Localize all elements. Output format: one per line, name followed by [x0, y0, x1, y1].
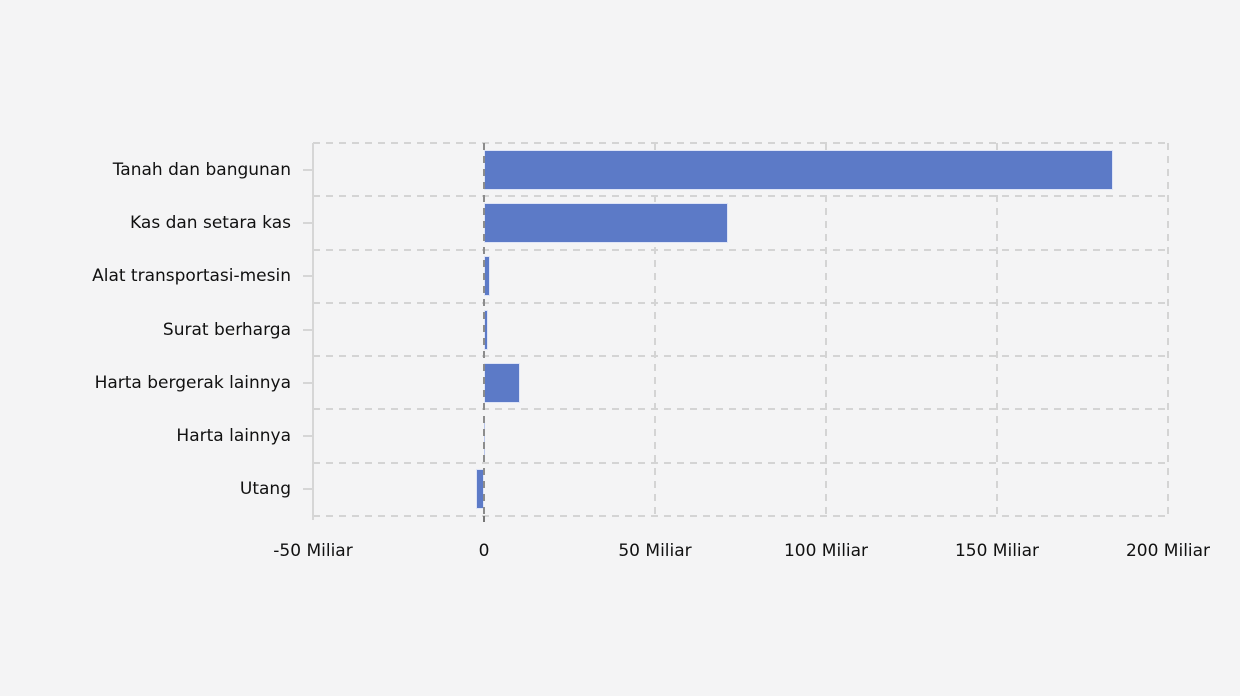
x-tick-label: -50 Miliar — [273, 541, 353, 561]
gridline-horizontal — [313, 142, 1168, 144]
y-category-label: Surat berharga — [162, 319, 291, 340]
bar — [484, 362, 520, 403]
x-axis-tick — [483, 516, 485, 522]
y-axis-tick — [303, 221, 313, 224]
y-axis-tick — [303, 488, 313, 491]
y-axis-tick — [303, 275, 313, 278]
gridline-vertical — [1167, 143, 1169, 516]
x-tick-label: 150 Miliar — [954, 541, 1040, 561]
y-axis-tick — [303, 168, 313, 171]
y-category-label: Harta bergerak lainnya — [94, 372, 291, 393]
gridline-horizontal — [313, 515, 1168, 517]
gridline-vertical — [996, 143, 998, 516]
gridline-vertical — [654, 143, 656, 516]
y-category-label: Kas dan setara kas — [130, 212, 291, 233]
y-axis-tick — [303, 435, 313, 438]
y-category-label: Utang — [239, 479, 291, 500]
y-category-label: Tanah dan bangunan — [112, 159, 291, 180]
x-tick-label: 50 Miliar — [618, 541, 692, 561]
gridline-horizontal — [313, 355, 1168, 358]
gridline-horizontal — [313, 461, 1168, 464]
y-category-label: Alat transportasi-mesin — [92, 266, 291, 287]
gridline-horizontal — [313, 301, 1168, 304]
zero-line — [483, 143, 485, 516]
y-axis-line — [312, 143, 314, 520]
gridline-horizontal — [313, 248, 1168, 251]
x-tick-label: 0 — [478, 541, 490, 561]
plot-area — [303, 142, 1169, 522]
bar — [484, 202, 728, 243]
bar — [484, 149, 1114, 190]
y-category-label: Harta lainnya — [176, 426, 291, 447]
y-axis-tick — [303, 328, 313, 331]
y-axis-tick — [303, 381, 313, 384]
gridline-horizontal — [313, 408, 1168, 411]
gridline-vertical — [825, 143, 827, 516]
x-tick-label: 100 Miliar — [783, 541, 869, 561]
x-tick-label: 200 Miliar — [1125, 541, 1211, 561]
gridline-horizontal — [313, 195, 1168, 198]
